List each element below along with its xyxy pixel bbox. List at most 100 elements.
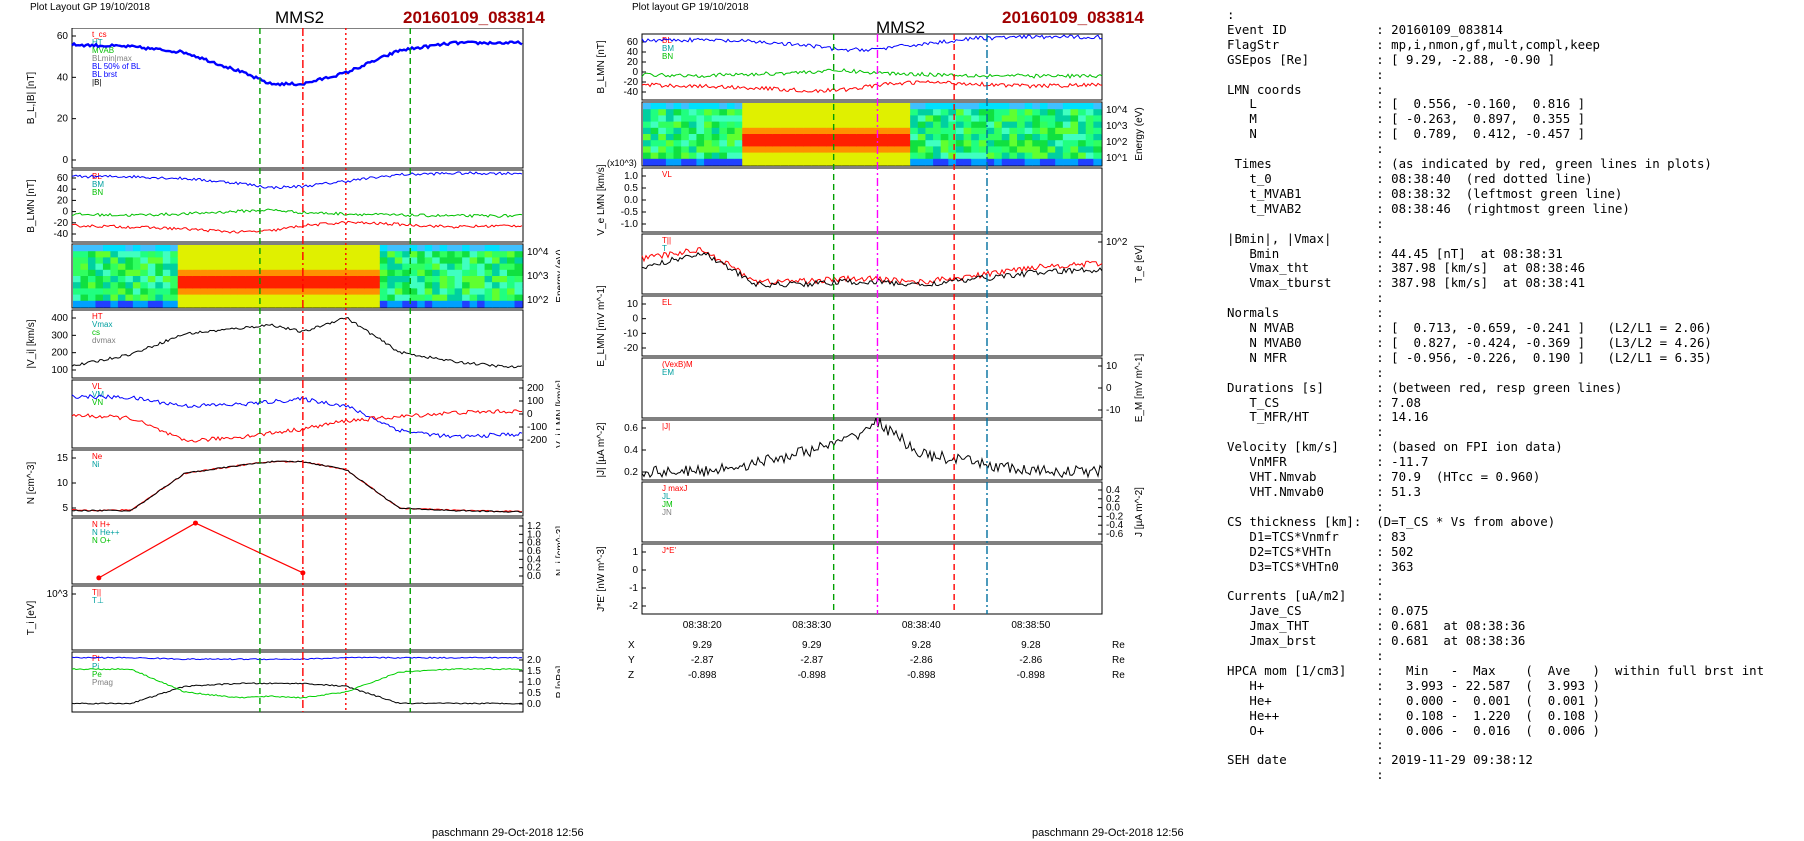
spectrogram-cell xyxy=(394,257,403,265)
spectrogram-cell xyxy=(477,263,486,271)
spectrogram-cell xyxy=(902,134,911,141)
spectrogram-cell xyxy=(282,269,291,277)
info-line: Event ID : 20160109_083814 xyxy=(1227,21,1504,37)
spectrogram-cell xyxy=(424,300,433,308)
legend-entry: N O+ xyxy=(92,536,111,545)
spectrogram-cell xyxy=(432,269,441,277)
info-line: D3=TCS*VHTn0 : 363 xyxy=(1249,558,1414,574)
spectrogram-cell xyxy=(742,140,751,147)
y-tick-label: 0 xyxy=(62,207,68,218)
spectrogram-cell xyxy=(833,121,843,129)
spectrogram-cell xyxy=(818,146,827,154)
spectrogram-cell xyxy=(643,158,652,166)
info-line: Jmax_brst : 0.681 at 08:38:36 xyxy=(1249,633,1526,649)
spectrogram-cell xyxy=(696,134,705,141)
spectrogram-cell xyxy=(1024,158,1033,166)
spectrogram-cell xyxy=(1055,109,1064,116)
spectrogram-cell xyxy=(795,134,804,141)
spectrogram-cell xyxy=(1047,115,1056,123)
spectrogram-cell xyxy=(696,158,705,166)
y-tick-label: -1.0 xyxy=(621,219,639,230)
spectrogram-cell xyxy=(462,282,471,289)
spectrogram-cell xyxy=(222,276,231,283)
info-line: Times : (as indicated by red, green line… xyxy=(1234,156,1712,172)
spectrogram-cell xyxy=(665,152,675,160)
info-line: Durations [s] : (between red, resp green… xyxy=(1227,379,1623,395)
spectrogram-cell xyxy=(275,288,284,296)
spectrogram-cell xyxy=(417,294,426,302)
spectrogram-cell xyxy=(177,245,186,252)
spectrogram-cell xyxy=(73,294,82,302)
spectrogram-cell xyxy=(267,257,276,265)
spectrogram-cell xyxy=(409,300,418,308)
spectrogram-cell xyxy=(379,282,388,289)
spectrogram-cell xyxy=(95,276,104,283)
spectrogram-cell xyxy=(409,294,418,302)
spectrogram-cell xyxy=(1085,134,1094,141)
spectrogram-cell xyxy=(711,146,720,154)
y-tick-label: 200 xyxy=(527,383,544,394)
spectrogram-cell xyxy=(454,294,463,302)
y-tick-label: 0.2 xyxy=(527,563,541,574)
spectrogram-cell xyxy=(514,263,523,271)
legend-entry: T|| xyxy=(92,588,101,597)
spectrogram-cell xyxy=(734,134,743,141)
legend-entry: VM xyxy=(92,390,104,399)
spectrogram-cell xyxy=(102,263,112,271)
spectrogram-cell xyxy=(1017,146,1026,154)
spectrogram-cell xyxy=(215,269,224,277)
spectrogram-cell xyxy=(1078,134,1087,141)
spectrogram-cell xyxy=(290,282,299,289)
legend-entry: BLmin|max xyxy=(92,54,132,63)
spectrogram-cell xyxy=(469,251,478,258)
spectrogram-cell xyxy=(1024,115,1033,123)
spectrogram-cell xyxy=(955,140,965,147)
spectrogram-cell xyxy=(312,263,321,271)
spectrogram-cell xyxy=(933,115,942,123)
spectrogram-cell xyxy=(643,134,652,141)
spectrogram-cell xyxy=(454,245,463,252)
spectrogram-cell xyxy=(688,134,698,141)
spectrogram-cell xyxy=(658,158,667,166)
spectrogram-cell xyxy=(1032,103,1041,110)
spectrogram-cell xyxy=(1047,121,1056,129)
time-tick-label: 08:38:20 xyxy=(683,620,722,631)
spectrogram-cell xyxy=(719,127,728,135)
spectrogram-cell xyxy=(826,158,835,166)
y-tick-label: 0.0 xyxy=(527,699,541,710)
spectrogram-cell xyxy=(1070,109,1079,116)
spectrogram-cell xyxy=(1032,127,1041,135)
spectrogram-cell xyxy=(1017,109,1026,116)
spectrogram-cell xyxy=(658,152,667,160)
spectrogram-cell xyxy=(102,276,112,283)
legend-entry: Pt xyxy=(92,654,100,663)
spectrogram-cell xyxy=(772,103,781,110)
spectrogram-cell xyxy=(454,269,463,277)
spectrogram-cell xyxy=(245,251,254,258)
legend-entry: (VexB)M xyxy=(662,360,693,369)
spectrogram-cell xyxy=(207,263,216,271)
y-tick-label: 40 xyxy=(57,72,69,83)
spectrogram-cell xyxy=(887,115,896,123)
spectrogram-cell xyxy=(125,288,134,296)
spectrogram-cell xyxy=(955,158,965,166)
spectrogram-cell xyxy=(864,127,873,135)
spectrogram-cell xyxy=(1078,152,1087,160)
spectrogram-cell xyxy=(872,134,881,141)
spectrogram-cell xyxy=(237,288,246,296)
spectrogram-cell xyxy=(334,282,343,289)
spectrogram-cell xyxy=(1093,127,1102,135)
eph-value: 9.28 xyxy=(1021,640,1041,651)
spectrogram-cell xyxy=(357,245,366,252)
spectrogram-cell xyxy=(282,282,291,289)
spectrogram-cell xyxy=(499,282,508,289)
spectrogram-cell xyxy=(125,257,134,265)
spectrogram-cell xyxy=(432,245,441,252)
spectrogram-cell xyxy=(140,245,149,252)
spectrogram-cell xyxy=(462,288,471,296)
spectrogram-cell xyxy=(372,263,381,271)
info-line: Jmax_THT : 0.681 at 08:38:36 xyxy=(1249,618,1526,634)
spectrogram-cell xyxy=(245,263,254,271)
spectrogram-cell xyxy=(856,134,865,141)
spectrogram-cell xyxy=(925,146,934,154)
